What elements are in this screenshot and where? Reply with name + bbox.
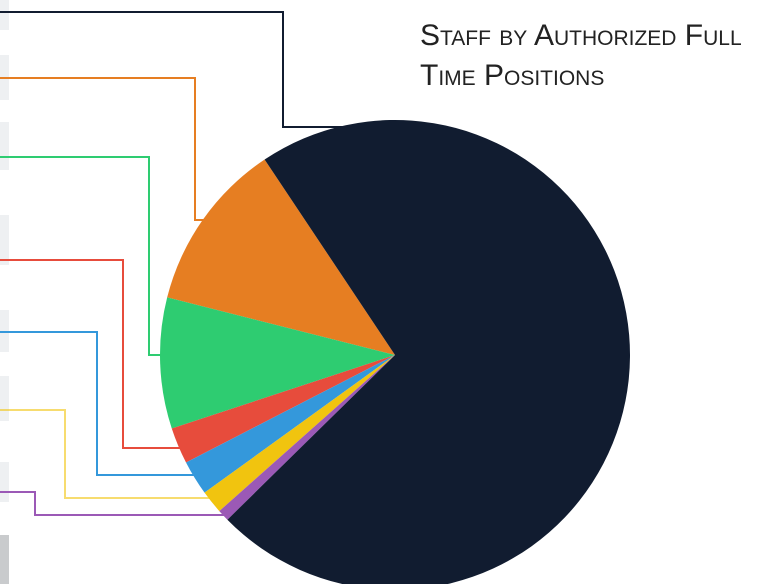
leader-line (0, 331, 196, 476)
label-box (0, 462, 9, 502)
leader-lines (0, 11, 360, 516)
leader-line (0, 77, 205, 221)
leader-line (0, 491, 226, 516)
label-box (0, 535, 9, 584)
leader-line (0, 409, 214, 499)
pie-slice (219, 355, 395, 520)
pie-slice (159, 297, 395, 429)
label-box (0, 122, 9, 170)
pie-slice (171, 355, 395, 463)
pie-slice (227, 120, 630, 584)
leader-line (0, 156, 165, 356)
pie-slice (204, 355, 395, 512)
pie-slice (186, 355, 395, 493)
pie-slice (167, 159, 395, 355)
label-boxes (0, 0, 9, 584)
leader-line (0, 259, 180, 449)
label-box (0, 376, 9, 421)
chart-title: Staff by Authorized Full Time Positions (420, 19, 742, 92)
leader-line (0, 11, 360, 128)
label-box (0, 215, 9, 265)
label-box (0, 0, 9, 30)
